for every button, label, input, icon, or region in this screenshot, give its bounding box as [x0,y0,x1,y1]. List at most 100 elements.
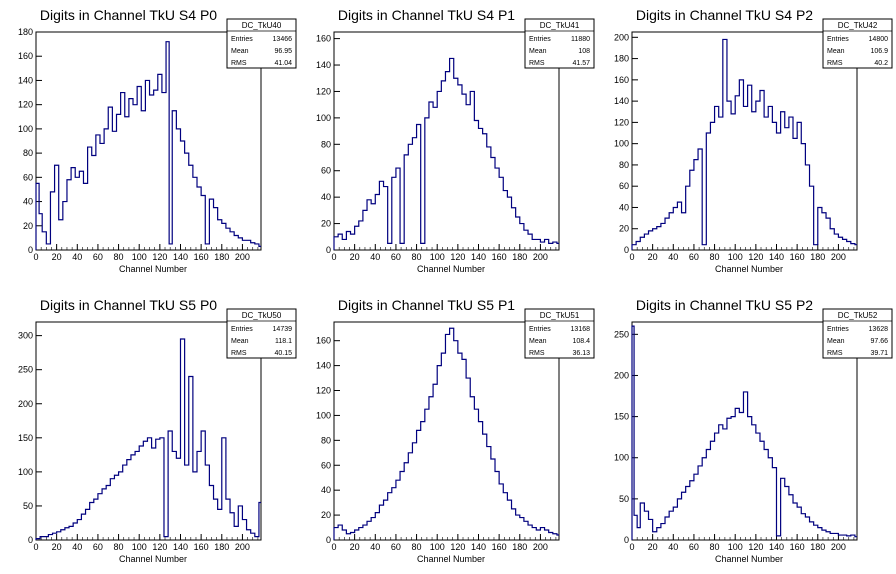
x-tick-label: 80 [710,542,720,552]
stats-box: DC_TkU42 Entries 14800 Mean 106.9 RMS 40.2 [822,18,893,69]
x-tick-label: 200 [831,542,846,552]
panel-title: Digits in Channel TkU S5 P0 [40,297,217,313]
y-tick-label: 150 [18,433,33,443]
stats-box-frame [226,308,297,359]
y-tick-label: 20 [321,510,331,520]
y-tick-label: 40 [23,197,33,207]
x-tick-label: 180 [810,542,825,552]
y-tick-label: 0 [326,245,331,255]
y-tick-label: 200 [18,399,33,409]
y-tick-label: 160 [316,336,331,346]
x-tick-label: 160 [194,252,209,262]
x-tick-label: 140 [471,542,486,552]
x-tick-label: 200 [831,252,846,262]
x-tick-label: 140 [769,542,784,552]
x-tick-label: 80 [114,542,124,552]
x-tick-label: 160 [492,542,507,552]
histogram-panel-dc_tku51: Digits in Channel TkU S5 P1 0 20 40 60 80 100 1… [316,297,595,564]
x-tick-label: 60 [391,542,401,552]
x-axis-label: Channel Number [417,264,485,274]
y-tick-label: 80 [321,435,331,445]
y-tick-label: 180 [614,54,629,64]
y-tick-label: 80 [619,160,629,170]
x-axis-label: Channel Number [715,264,783,274]
histogram-panel-dc_tku40: Digits in Channel TkU S4 P0 0 20 40 60 80 100 1… [18,7,297,274]
y-tick-label: 0 [624,535,629,545]
x-axis-label: Channel Number [119,264,187,274]
x-tick-label: 140 [769,252,784,262]
x-tick-label: 0 [331,252,336,262]
panel-title: Digits in Channel TkU S4 P2 [636,7,813,23]
stats-key: Mean [827,48,845,55]
panel-title: Digits in Channel TkU S4 P0 [40,7,217,23]
x-tick-label: 100 [132,542,147,552]
x-tick-label: 20 [648,542,658,552]
stats-key: Entries [827,36,849,43]
x-tick-label: 160 [492,252,507,262]
stats-box-title: DC_TkU52 [838,311,878,320]
plot-frame [631,31,858,251]
x-tick-label: 20 [350,252,360,262]
histogram-panel-dc_tku41: Digits in Channel TkU S4 P1 0 20 40 60 80 100 1… [316,7,595,274]
x-tick-label: 180 [512,252,527,262]
x-tick-label: 0 [331,542,336,552]
x-tick-label: 40 [72,252,82,262]
y-tick-label: 100 [316,113,331,123]
x-tick-label: 40 [668,542,678,552]
y-tick-label: 200 [614,370,629,380]
y-tick-label: 0 [28,245,33,255]
y-tick-label: 120 [614,117,629,127]
x-tick-label: 60 [689,542,699,552]
y-tick-label: 120 [316,386,331,396]
y-tick-label: 60 [321,166,331,176]
x-tick-label: 180 [810,252,825,262]
y-tick-label: 20 [321,219,331,229]
stats-key: RMS [231,350,247,357]
histogram-series [333,57,559,250]
stats-box-frame [226,18,297,69]
x-tick-label: 80 [114,252,124,262]
stats-value: 108 [578,48,590,55]
y-tick-label: 100 [18,124,33,134]
x-tick-label: 120 [152,252,167,262]
y-tick-label: 80 [23,148,33,158]
stats-value: 106.9 [870,48,888,55]
plot-frame [35,321,262,541]
y-tick-label: 120 [18,100,33,110]
x-tick-label: 200 [235,542,250,552]
y-tick-label: 60 [321,460,331,470]
y-tick-label: 60 [23,172,33,182]
stats-box: DC_TkU51 Entries 13168 Mean 108.4 RMS 36.13 [524,308,595,359]
stats-value: 96.95 [274,48,292,55]
x-axis-label: Channel Number [715,554,783,564]
x-axis-label: Channel Number [119,554,187,564]
stats-box-frame [822,308,893,359]
stats-value: 40.2 [874,60,888,67]
stats-key: RMS [827,60,843,67]
stats-value: 108.4 [572,338,590,345]
stats-key: Entries [231,326,253,333]
stats-value: 11880 [571,36,590,43]
y-tick-label: 0 [326,535,331,545]
y-tick-label: 40 [619,202,629,212]
y-tick-label: 180 [18,27,33,37]
stats-box-frame [822,18,893,69]
y-tick-label: 160 [316,34,331,44]
y-tick-label: 160 [18,51,33,61]
x-tick-label: 80 [412,542,422,552]
stats-box-frame [524,308,595,359]
stats-box-title: DC_TkU40 [242,21,282,30]
y-tick-label: 250 [18,365,33,375]
x-tick-label: 180 [214,542,229,552]
stats-key: Mean [231,48,249,55]
y-tick-label: 300 [18,331,33,341]
y-tick-label: 120 [316,86,331,96]
x-tick-label: 20 [648,252,658,262]
panel-title: Digits in Channel TkU S5 P2 [636,297,813,313]
y-tick-label: 50 [23,501,33,511]
stats-value: 39.71 [870,350,888,357]
stats-value: 41.04 [274,60,292,67]
stats-box-title: DC_TkU51 [540,311,580,320]
histogram-panel-dc_tku52: Digits in Channel TkU S5 P2 0 20 40 60 80 100 1… [614,297,893,564]
